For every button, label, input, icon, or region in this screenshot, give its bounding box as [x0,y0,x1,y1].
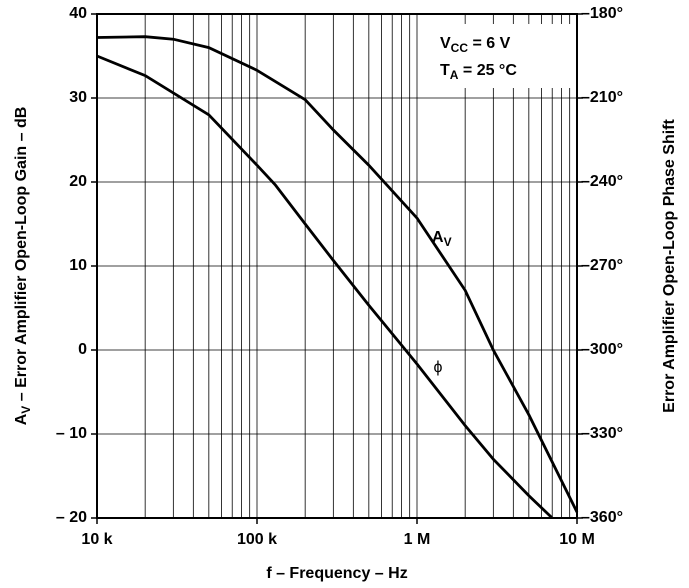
annotation-box [432,24,572,88]
annotation-part: V [440,35,451,52]
y-tick-label: 0 [78,341,87,358]
y2-tick-label: –180° [581,5,623,22]
annotation-part: CC [451,41,469,55]
y2-tick-label: –300° [581,341,623,358]
y-axis-label-part: V [19,406,33,414]
x-tick-label: 1 M [404,531,431,548]
y-tick-label: – 20 [56,509,87,526]
y-axis-label-part: A [13,413,30,425]
y-tick-label: 20 [69,173,87,190]
series-line [96,54,554,520]
y-axis-label-part: – Error Amplifier Open-Loop Gain – dB [13,107,30,406]
series-label: AV [432,229,452,249]
series-label-part: V [444,235,452,249]
y-tick-label: 30 [69,89,87,106]
annotation: TA = 25 °C [440,62,517,82]
x-tick-label: 10 M [559,531,595,548]
x-tick-label: 10 k [81,531,112,548]
x-axis-label: f – Frequency – Hz [266,565,407,582]
series-label-part: A [432,229,444,246]
y2-tick-label: –270° [581,257,623,274]
y2-tick-label: –210° [581,89,623,106]
y2-tick-label: –360° [581,509,623,526]
y2-axis-label: Error Amplifier Open-Loop Phase Shift [661,119,678,413]
annotation-part: A [450,68,459,82]
y2-tick-label: –240° [581,173,623,190]
annotation: VCC = 6 V [440,35,511,55]
x-tick-label: 100 k [237,531,277,548]
y-tick-label: – 10 [56,425,87,442]
series-line [96,35,579,513]
annotation-part: = 6 V [468,35,511,52]
series-label: ϕ [434,359,443,376]
y2-tick-label: –330° [581,425,623,442]
y-tick-label: 40 [69,5,87,22]
y-axis-label: AV – Error Amplifier Open-Loop Gain – dB [13,107,33,426]
annotation-part: = 25 °C [458,62,517,79]
annotation-part: T [440,62,450,79]
y-tick-label: 10 [69,257,87,274]
